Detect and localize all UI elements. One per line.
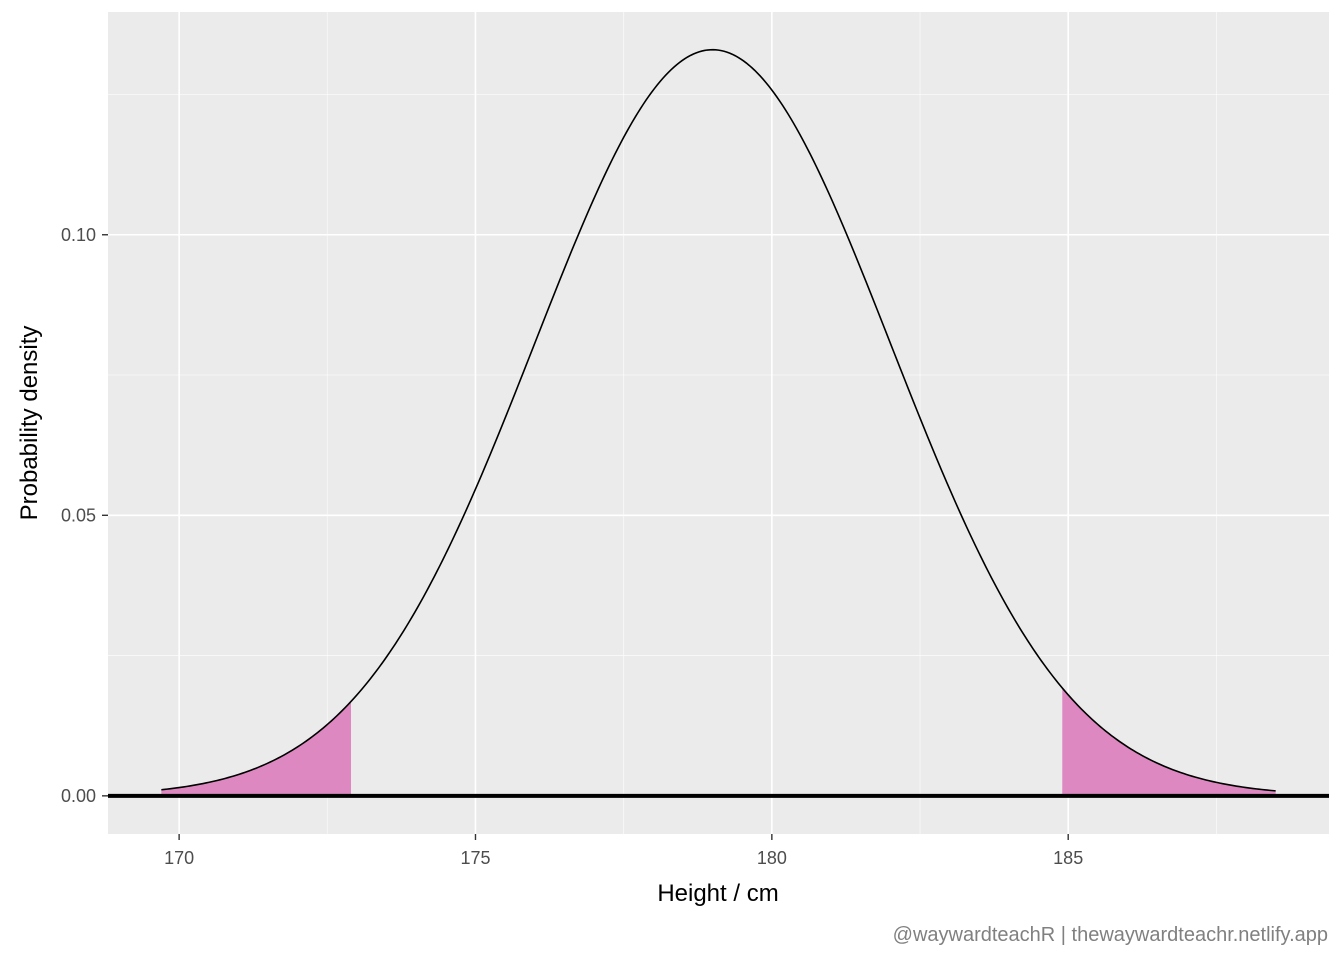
x-tick-label: 180 [757, 848, 787, 868]
y-axis-title: Probability density [16, 326, 43, 521]
shaded-tails [161, 687, 1276, 796]
y-tick-label: 0.10 [61, 225, 96, 245]
shaded-region-2 [1062, 687, 1276, 796]
caption: @waywardteachR | thewaywardteachr.netlif… [893, 924, 1328, 946]
y-tick-label: 0.05 [61, 505, 96, 525]
minor-gridlines [108, 12, 1329, 834]
x-axis-ticks: 170 175 180 185 [164, 834, 1083, 868]
x-tick-label: 170 [164, 848, 194, 868]
density-curve [161, 48, 1276, 792]
plot-panel [108, 12, 1329, 834]
x-axis-title: Height / cm [657, 880, 778, 907]
shaded-region-1 [161, 701, 352, 796]
y-axis-ticks: 0.00 0.05 0.10 [61, 225, 108, 806]
y-tick-label: 0.00 [61, 786, 96, 806]
x-tick-label: 185 [1053, 848, 1083, 868]
x-tick-label: 175 [460, 848, 490, 868]
